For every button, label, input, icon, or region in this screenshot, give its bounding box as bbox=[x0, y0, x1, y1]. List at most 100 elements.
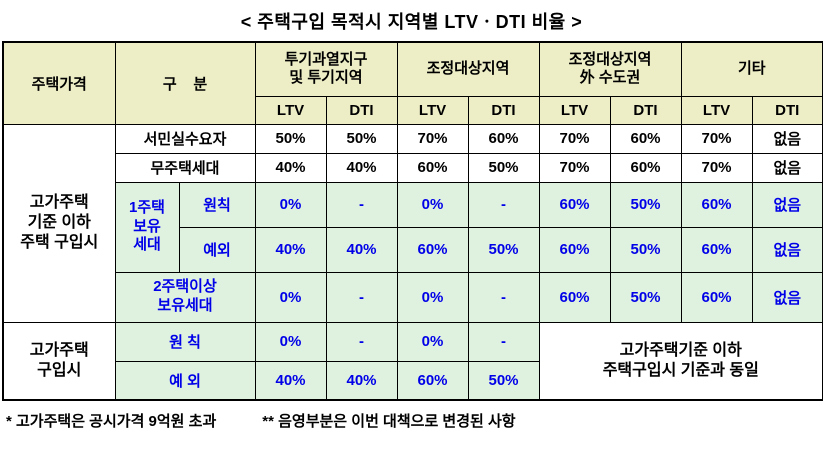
value-cell: 없음 bbox=[751, 271, 823, 323]
table-row: 1주택 보유 세대 원칙 0% - 0% - 60% 50% 60% 없음 bbox=[3, 181, 823, 273]
value-cell: 60% bbox=[609, 123, 682, 154]
header-region-adjustment: 조정대상지역 bbox=[396, 41, 540, 97]
value-cell: 50% bbox=[467, 152, 540, 183]
region-line: 조정대상지역 bbox=[568, 50, 652, 68]
region-line: 조정대상지역 bbox=[426, 59, 510, 77]
cat-line: 1주택 bbox=[129, 198, 165, 216]
header-dti: DTI bbox=[751, 95, 823, 125]
header-ltv: LTV bbox=[538, 95, 611, 125]
table-row: 예외 40% 40% 60% 50% 60% 50% 60% 없음 bbox=[3, 226, 823, 273]
region-line: 및 투기지역 bbox=[289, 69, 363, 87]
value-cell: 60% bbox=[538, 271, 611, 323]
table-row: 고가주택 구입시 원 칙 0% - 0% - 고가주택기준 이하 주택구입시 기… bbox=[2, 321, 823, 401]
same-criteria-note: 고가주택기준 이하 주택구입시 기준과 동일 bbox=[538, 321, 823, 401]
footnotes: * 고가주택은 공시가격 9억원 초과 ** 음영부분은 이번 대책으로 변경된… bbox=[0, 401, 823, 431]
value-cell: - bbox=[467, 181, 540, 228]
header-region-other: 기타 bbox=[680, 41, 823, 97]
value-cell: 70% bbox=[538, 123, 611, 154]
page-title: < 주택구입 목적시 지역별 LTVㆍDTI 비율 > bbox=[240, 12, 583, 32]
header-dti: DTI bbox=[325, 95, 398, 125]
value-cell: 60% bbox=[680, 226, 753, 273]
table-row: 2주택이상 보유세대 0% - 0% - 60% 50% 60% 없음 bbox=[3, 271, 823, 323]
cat-two-house-household: 2주택이상 보유세대 bbox=[114, 271, 256, 323]
cat-one-house-household: 1주택 보유 세대 bbox=[114, 181, 180, 273]
header-category-label: 구 분 bbox=[114, 41, 256, 125]
value-cell: - bbox=[467, 271, 540, 323]
value-cell: - bbox=[325, 321, 398, 362]
header-ltv-dti-row: LTV DTI LTV DTI LTV DTI LTV DTI bbox=[3, 95, 823, 125]
table-row: 고가주택 기준 이하 주택 구입시 서민실수요자 50% 50% 70% 60%… bbox=[2, 123, 823, 323]
value-cell: 없음 bbox=[751, 152, 823, 183]
value-cell: 70% bbox=[680, 152, 753, 183]
value-cell: 70% bbox=[538, 152, 611, 183]
value-cell: 70% bbox=[680, 123, 753, 154]
header-ltv: LTV bbox=[396, 95, 469, 125]
value-cell: 40% bbox=[325, 152, 398, 183]
value-cell: 없음 bbox=[751, 181, 823, 228]
note-line: 주택구입시 기준과 동일 bbox=[602, 361, 759, 379]
region-line: 기타 bbox=[737, 59, 766, 77]
value-cell: 0% bbox=[254, 271, 327, 323]
value-cell: 60% bbox=[609, 152, 682, 183]
value-cell: 0% bbox=[396, 271, 469, 323]
row-label: 원 칙 bbox=[114, 321, 256, 362]
value-cell: 40% bbox=[254, 226, 327, 273]
value-cell: 0% bbox=[396, 181, 469, 228]
row-label: 원칙 bbox=[178, 181, 256, 228]
table-row: 예 외 40% 40% 60% 50% bbox=[3, 360, 823, 401]
ltv-dti-table: 주택가격 구 분 투기과열지구 및 투기지역 조정대상지역 조정대상지역 外 수… bbox=[2, 41, 823, 401]
value-cell: 60% bbox=[680, 271, 753, 323]
header-dti: DTI bbox=[467, 95, 540, 125]
value-cell: 50% bbox=[325, 123, 398, 154]
value-cell: 60% bbox=[538, 181, 611, 228]
value-cell: 0% bbox=[396, 321, 469, 362]
value-cell: 50% bbox=[609, 181, 682, 228]
row-label: 무주택세대 bbox=[114, 152, 256, 183]
region-line: 外 수도권 bbox=[579, 69, 641, 87]
header-ltv: LTV bbox=[680, 95, 753, 125]
footnote-shaded: ** 음영부분은 이번 대책으로 변경된 사항 bbox=[262, 413, 516, 430]
group-line: 구입시 bbox=[37, 361, 82, 379]
group-line: 주택 구입시 bbox=[20, 234, 99, 251]
value-cell: 60% bbox=[538, 226, 611, 273]
row-group-under-threshold: 고가주택 기준 이하 주택 구입시 bbox=[2, 123, 116, 323]
value-cell: - bbox=[467, 321, 540, 362]
value-cell: 50% bbox=[467, 360, 540, 401]
value-cell: 없음 bbox=[751, 226, 823, 273]
value-cell: 40% bbox=[325, 360, 398, 401]
value-cell: 60% bbox=[396, 360, 469, 401]
row-label: 예 외 bbox=[114, 360, 256, 401]
note-line: 고가주택기준 이하 bbox=[619, 341, 742, 359]
group-line: 기준 이하 bbox=[27, 214, 91, 231]
group-line: 고가주택 bbox=[29, 194, 89, 211]
header-price-label: 주택가격 bbox=[2, 41, 116, 125]
row-group-high-price: 고가주택 구입시 bbox=[2, 321, 116, 401]
value-cell: 60% bbox=[396, 152, 469, 183]
region-line: 투기과열지구 bbox=[284, 50, 368, 68]
footnote-high-price: * 고가주택은 공시가격 9억원 초과 bbox=[6, 413, 217, 430]
header-ltv: LTV bbox=[254, 95, 327, 125]
header-region-metro: 조정대상지역 外 수도권 bbox=[538, 41, 682, 97]
cat-line: 보유 bbox=[133, 217, 161, 235]
value-cell: 50% bbox=[254, 123, 327, 154]
value-cell: 0% bbox=[254, 181, 327, 228]
value-cell: 0% bbox=[254, 321, 327, 362]
group-line: 고가주택 bbox=[29, 341, 89, 359]
value-cell: 40% bbox=[254, 152, 327, 183]
row-label: 서민실수요자 bbox=[114, 123, 256, 154]
value-cell: - bbox=[325, 271, 398, 323]
row-label: 예외 bbox=[178, 226, 256, 273]
cat-line: 세대 bbox=[133, 236, 161, 254]
header-dti: DTI bbox=[609, 95, 682, 125]
value-cell: 40% bbox=[254, 360, 327, 401]
value-cell: 없음 bbox=[751, 123, 823, 154]
table-row: 무주택세대 40% 40% 60% 50% 70% 60% 70% 없음 bbox=[3, 152, 823, 183]
value-cell: 40% bbox=[325, 226, 398, 273]
value-cell: 70% bbox=[396, 123, 469, 154]
value-cell: 60% bbox=[467, 123, 540, 154]
header-region-speculation: 투기과열지구 및 투기지역 bbox=[254, 41, 398, 97]
value-cell: 60% bbox=[680, 181, 753, 228]
header-region-row: 주택가격 구 분 투기과열지구 및 투기지역 조정대상지역 조정대상지역 外 수… bbox=[2, 41, 823, 125]
cat-line: 2주택이상 bbox=[153, 278, 217, 296]
value-cell: 50% bbox=[609, 271, 682, 323]
